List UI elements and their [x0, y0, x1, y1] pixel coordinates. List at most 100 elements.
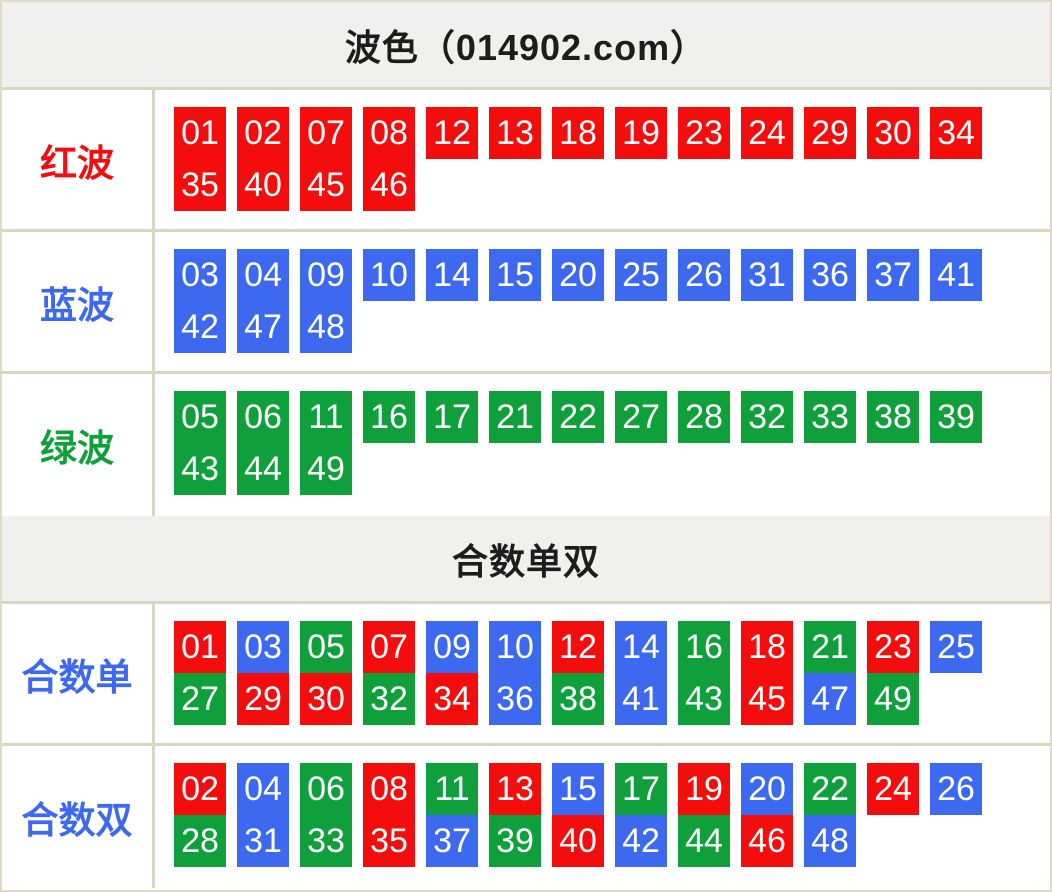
number-tile-44: 44: [237, 443, 289, 495]
number-tile-23: 23: [867, 621, 919, 673]
wave-color-table: 红波 01 02 07 08 12 13 18 19 23 24 29 30 34 35 40 45 46 蓝波 03…: [2, 90, 1050, 516]
number-tile-42: 42: [615, 815, 667, 867]
number-tile-17: 17: [426, 391, 478, 443]
number-tile-20: 20: [552, 249, 604, 301]
number-tile-44: 44: [678, 815, 730, 867]
tiles-blue-wave: 03 04 09 10 14 15 20 25 26 31 36 37 41 42 47 48: [155, 232, 1050, 371]
tile-line: 43 44 49: [174, 443, 1050, 495]
number-tile-10: 10: [489, 621, 541, 673]
number-tile-20: 20: [741, 763, 793, 815]
number-tile-33: 33: [300, 815, 352, 867]
number-tile-11: 11: [300, 391, 352, 443]
number-tile-38: 38: [552, 673, 604, 725]
number-tile-31: 31: [741, 249, 793, 301]
number-tile-15: 15: [489, 249, 541, 301]
row-label-sum-even: 合数双: [2, 746, 155, 888]
number-tile-41: 41: [930, 249, 982, 301]
number-tile-14: 14: [426, 249, 478, 301]
section-title-bar: 合数单双: [2, 516, 1050, 604]
number-tile-24: 24: [741, 107, 793, 159]
page-title: 波色（014902.com）: [344, 26, 708, 68]
number-tile-39: 39: [930, 391, 982, 443]
number-tile-16: 16: [678, 621, 730, 673]
number-tile-35: 35: [363, 815, 415, 867]
number-tile-13: 13: [489, 107, 541, 159]
number-tile-18: 18: [741, 621, 793, 673]
tile-line: 02 04 06 08 11 13 15 17 19 20 22 24 26: [174, 763, 1050, 815]
number-tile-47: 47: [237, 301, 289, 353]
number-tile-46: 46: [741, 815, 793, 867]
number-tile-07: 07: [300, 107, 352, 159]
number-tile-01: 01: [174, 621, 226, 673]
row-blue-wave: 蓝波 03 04 09 10 14 15 20 25 26 31 36 37 41 42 47 48: [2, 232, 1050, 374]
tile-line: 42 47 48: [174, 301, 1050, 353]
row-label-green-wave: 绿波: [2, 374, 155, 516]
number-tile-18: 18: [552, 107, 604, 159]
number-tile-49: 49: [300, 443, 352, 495]
row-red-wave: 红波 01 02 07 08 12 13 18 19 23 24 29 30 34 35 40 45 46: [2, 90, 1050, 232]
number-tile-21: 21: [489, 391, 541, 443]
number-tile-29: 29: [804, 107, 856, 159]
number-tile-19: 19: [615, 107, 667, 159]
tile-line: 27 29 30 32 34 36 38 41 43 45 47 49: [174, 673, 1050, 725]
row-sum-odd: 合数单 01 03 05 07 09 10 12 14 16 18 21 23 25 27 29 30 32 34 3…: [2, 604, 1050, 746]
number-tile-26: 26: [678, 249, 730, 301]
number-tile-06: 06: [300, 763, 352, 815]
number-tile-08: 08: [363, 763, 415, 815]
number-tile-34: 34: [930, 107, 982, 159]
number-tile-42: 42: [174, 301, 226, 353]
row-label-blue-wave: 蓝波: [2, 232, 155, 371]
section-title: 合数单双: [451, 540, 600, 582]
number-tile-43: 43: [174, 443, 226, 495]
number-tile-22: 22: [804, 763, 856, 815]
sum-odd-even-table: 合数单 01 03 05 07 09 10 12 14 16 18 21 23 25 27 29 30 32 34 3…: [2, 604, 1050, 888]
number-tile-09: 09: [426, 621, 478, 673]
tile-line: 03 04 09 10 14 15 20 25 26 31 36 37 41: [174, 249, 1050, 301]
number-tile-25: 25: [615, 249, 667, 301]
number-tile-49: 49: [867, 673, 919, 725]
number-tile-09: 09: [300, 249, 352, 301]
number-tile-28: 28: [678, 391, 730, 443]
tiles-green-wave: 05 06 11 16 17 21 22 27 28 32 33 38 39 43 44 49: [155, 374, 1050, 516]
tile-line: 01 03 05 07 09 10 12 14 16 18 21 23 25: [174, 621, 1050, 673]
number-tile-23: 23: [678, 107, 730, 159]
number-tile-32: 32: [741, 391, 793, 443]
row-sum-even: 合数双 02 04 06 08 11 13 15 17 19 20 22 24 26 28 31 33 35 37 3…: [2, 746, 1050, 888]
number-tile-39: 39: [489, 815, 541, 867]
number-tile-14: 14: [615, 621, 667, 673]
number-tile-24: 24: [867, 763, 919, 815]
number-tile-48: 48: [804, 815, 856, 867]
number-tile-08: 08: [363, 107, 415, 159]
number-tile-13: 13: [489, 763, 541, 815]
number-tile-40: 40: [237, 159, 289, 211]
tiles-red-wave: 01 02 07 08 12 13 18 19 23 24 29 30 34 35 40 45 46: [155, 90, 1050, 229]
number-tile-22: 22: [552, 391, 604, 443]
number-tile-25: 25: [930, 621, 982, 673]
number-tile-35: 35: [174, 159, 226, 211]
number-tile-11: 11: [426, 763, 478, 815]
tile-line: 35 40 45 46: [174, 159, 1050, 211]
number-tile-12: 12: [552, 621, 604, 673]
number-tile-36: 36: [804, 249, 856, 301]
page-title-bar: 波色（014902.com）: [2, 2, 1050, 90]
number-tile-27: 27: [615, 391, 667, 443]
number-tile-04: 04: [237, 249, 289, 301]
number-tile-31: 31: [237, 815, 289, 867]
number-tile-15: 15: [552, 763, 604, 815]
number-tile-02: 02: [237, 107, 289, 159]
number-tile-37: 37: [867, 249, 919, 301]
tiles-sum-odd: 01 03 05 07 09 10 12 14 16 18 21 23 25 27 29 30 32 34 36 38…: [155, 604, 1050, 743]
number-tile-19: 19: [678, 763, 730, 815]
number-tile-40: 40: [552, 815, 604, 867]
number-tile-05: 05: [174, 391, 226, 443]
number-tile-46: 46: [363, 159, 415, 211]
number-tile-36: 36: [489, 673, 541, 725]
tile-line: 28 31 33 35 37 39 40 42 44 46 48: [174, 815, 1050, 867]
number-tile-28: 28: [174, 815, 226, 867]
number-tile-03: 03: [174, 249, 226, 301]
number-tile-03: 03: [237, 621, 289, 673]
number-tile-16: 16: [363, 391, 415, 443]
number-tile-30: 30: [867, 107, 919, 159]
number-tile-30: 30: [300, 673, 352, 725]
number-tile-27: 27: [174, 673, 226, 725]
